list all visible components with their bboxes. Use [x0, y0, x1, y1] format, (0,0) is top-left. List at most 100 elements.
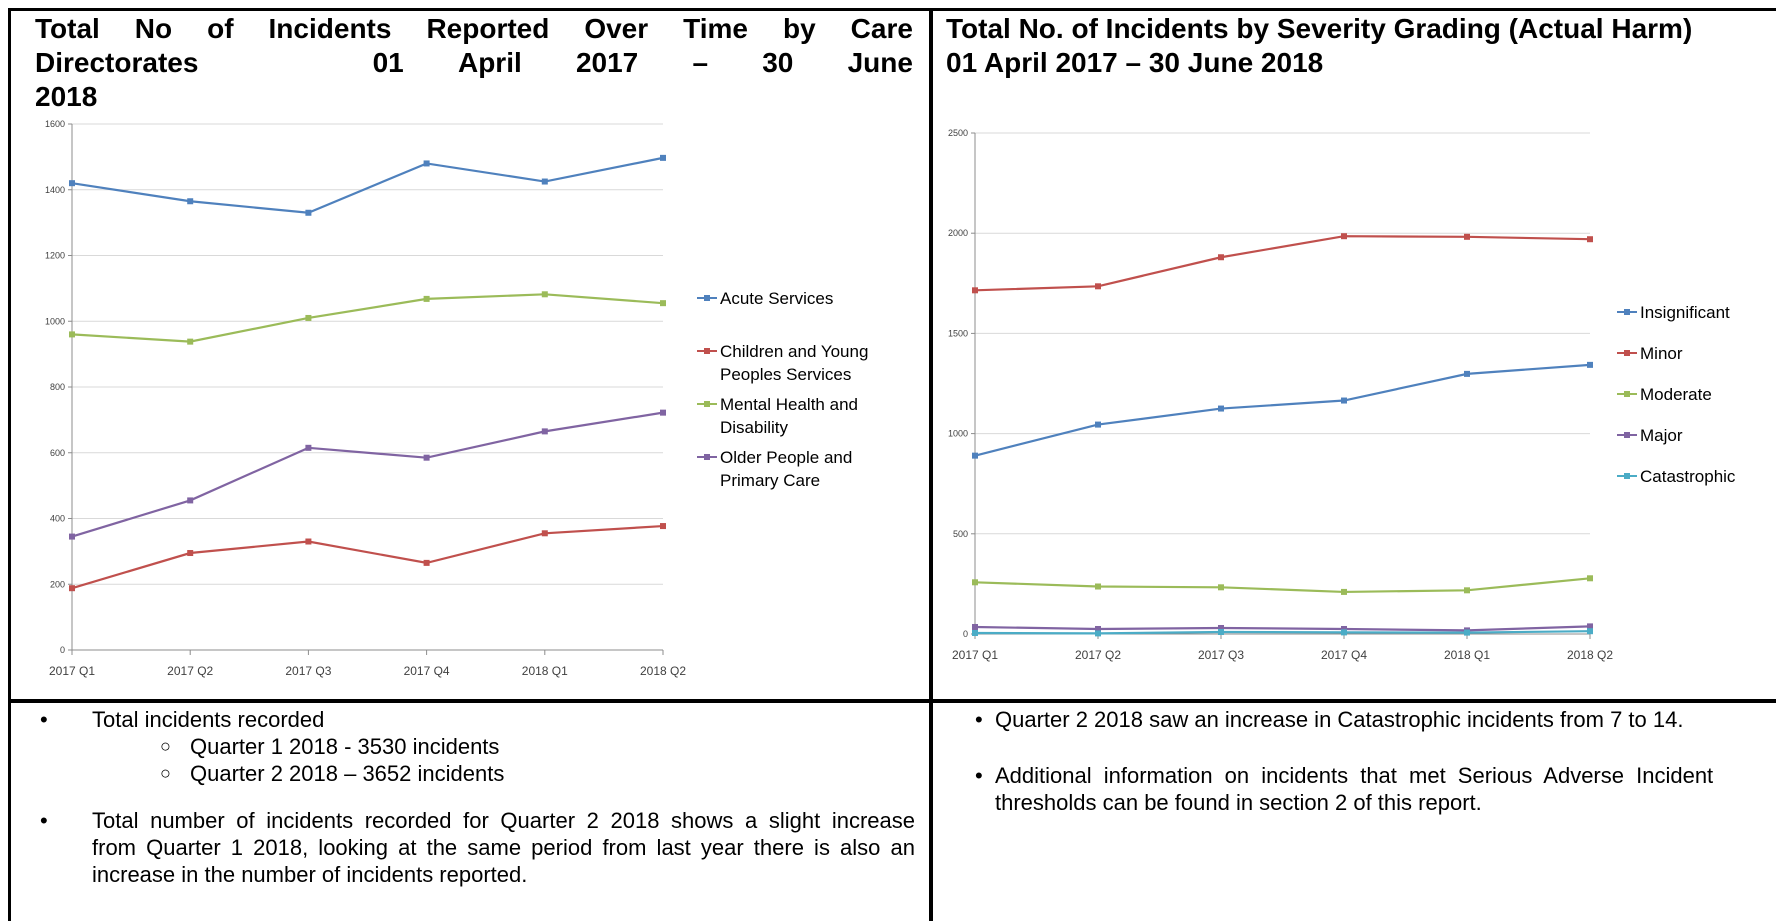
- bullet-icon: •: [40, 707, 48, 732]
- left-title-word: June: [847, 47, 913, 78]
- left-title-line2: Directorates 01 April 2017 – 30 June: [35, 46, 913, 80]
- data-point: [423, 295, 430, 302]
- legend-label: Minor: [1640, 344, 1683, 363]
- legend-marker: [1624, 391, 1630, 397]
- data-point: [1095, 630, 1101, 637]
- right-note-2-line2: thresholds can be found in section 2 of …: [995, 790, 1482, 815]
- sub-bullet-icon: ○: [160, 736, 171, 756]
- legend-label: Acute Services: [720, 289, 833, 308]
- y-tick-label: 200: [50, 579, 65, 589]
- data-point: [1095, 625, 1101, 632]
- table-border-top: [8, 8, 1776, 11]
- data-point: [1587, 575, 1593, 582]
- y-tick-label: 2500: [948, 128, 968, 138]
- left-title-word: Time: [683, 13, 748, 44]
- right-title-line2: 01 April 2017 – 30 June 2018: [946, 47, 1324, 78]
- data-point: [305, 538, 312, 545]
- data-point: [1587, 628, 1593, 635]
- data-point: [660, 409, 666, 416]
- data-point: [187, 198, 194, 205]
- legend-label: Insignificant: [1640, 303, 1730, 322]
- data-point: [1587, 623, 1593, 630]
- legend-marker: [704, 295, 710, 301]
- data-point: [660, 523, 666, 530]
- right-note-bullet-1: • Quarter 2 2018 saw an increase in Cata…: [975, 706, 1775, 733]
- data-point: [423, 160, 430, 167]
- table-border-left: [8, 8, 11, 921]
- legend-marker: [704, 401, 710, 407]
- data-point: [1218, 624, 1224, 631]
- left-note-bullet-2: • Total number of incidents recorded for…: [40, 807, 915, 888]
- data-point: [1464, 587, 1470, 594]
- bullet-icon: •: [975, 707, 983, 732]
- legend-label: Children and Young: [720, 342, 868, 361]
- right-note-1-text: Quarter 2 2018 saw an increase in Catast…: [995, 707, 1684, 732]
- data-point: [1464, 233, 1470, 240]
- y-tick-label: 1000: [948, 429, 968, 439]
- data-point: [1464, 629, 1470, 636]
- left-note-2-line3: increase in the number of incidents repo…: [92, 862, 528, 887]
- data-point: [1218, 254, 1224, 261]
- data-point: [69, 533, 75, 540]
- left-title-word: by: [782, 13, 816, 44]
- right-notes: • Quarter 2 2018 saw an increase in Cata…: [975, 706, 1775, 816]
- x-tick-label: 2018 Q2: [1567, 648, 1613, 662]
- data-point: [305, 444, 312, 451]
- data-point: [305, 314, 312, 321]
- left-title-word: –: [692, 47, 709, 78]
- y-tick-label: 1600: [45, 119, 65, 129]
- data-point: [972, 579, 978, 586]
- right-title-line1: Total No. of Incidents by Severity Gradi…: [946, 13, 1693, 44]
- data-point: [69, 585, 75, 592]
- y-tick-label: 800: [50, 382, 65, 392]
- left-title-line3: 2018: [35, 81, 98, 112]
- data-point: [69, 331, 75, 338]
- left-title-word: Over: [584, 13, 649, 44]
- legend-marker: [1624, 350, 1630, 356]
- x-tick-label: 2018 Q2: [640, 664, 686, 678]
- left-title-word: Reported: [426, 13, 550, 44]
- series-line: [974, 235, 1591, 292]
- left-note-sub-2: ○ Quarter 2 2018 – 3652 incidents: [40, 760, 915, 787]
- series-line: [974, 577, 1591, 594]
- series-line: [71, 524, 664, 590]
- legend-marker: [1624, 309, 1630, 315]
- legend-label: Catastrophic: [1640, 467, 1736, 486]
- data-point: [1095, 283, 1101, 290]
- right-note-bullet-2: • Additional information on incidents th…: [975, 762, 1775, 816]
- data-point: [1341, 629, 1347, 636]
- legend-marker: [704, 348, 710, 354]
- data-point: [69, 180, 75, 187]
- legend-marker: [1624, 473, 1630, 479]
- data-point: [1341, 588, 1347, 595]
- left-title-word: Total: [35, 13, 100, 44]
- left-title-line1: Total No of Incidents Reported Over Time…: [35, 12, 913, 46]
- x-tick-label: 2017 Q1: [952, 648, 998, 662]
- left-note-sub-2-text: Quarter 2 2018 – 3652 incidents: [190, 761, 505, 786]
- x-tick-label: 2017 Q4: [404, 664, 450, 678]
- x-tick-label: 2018 Q1: [1444, 648, 1490, 662]
- series-line: [71, 293, 664, 343]
- data-point: [305, 209, 312, 216]
- data-point: [1095, 421, 1101, 428]
- left-chart-title: Total No of Incidents Reported Over Time…: [35, 12, 913, 114]
- x-tick-label: 2017 Q2: [1075, 648, 1121, 662]
- y-tick-label: 400: [50, 514, 65, 524]
- x-tick-label: 2017 Q1: [49, 664, 95, 678]
- y-tick-label: 500: [953, 529, 968, 539]
- left-title-word: No: [134, 13, 173, 44]
- data-point: [541, 291, 548, 298]
- legend-marker: [704, 454, 710, 460]
- legend-label: Mental Health and: [720, 395, 858, 414]
- left-title-word: 2017: [575, 47, 639, 78]
- left-title-word: 30: [762, 47, 794, 78]
- data-point: [1218, 628, 1224, 635]
- series-line: [71, 411, 664, 538]
- data-point: [1341, 233, 1347, 240]
- bullet-icon: •: [40, 808, 48, 833]
- y-tick-label: 600: [50, 448, 65, 458]
- left-notes: • Total incidents recorded ○ Quarter 1 2…: [40, 706, 915, 888]
- left-title-word: Incidents: [268, 13, 392, 44]
- left-title-word: April: [457, 47, 522, 78]
- table-border-middle: [929, 8, 933, 921]
